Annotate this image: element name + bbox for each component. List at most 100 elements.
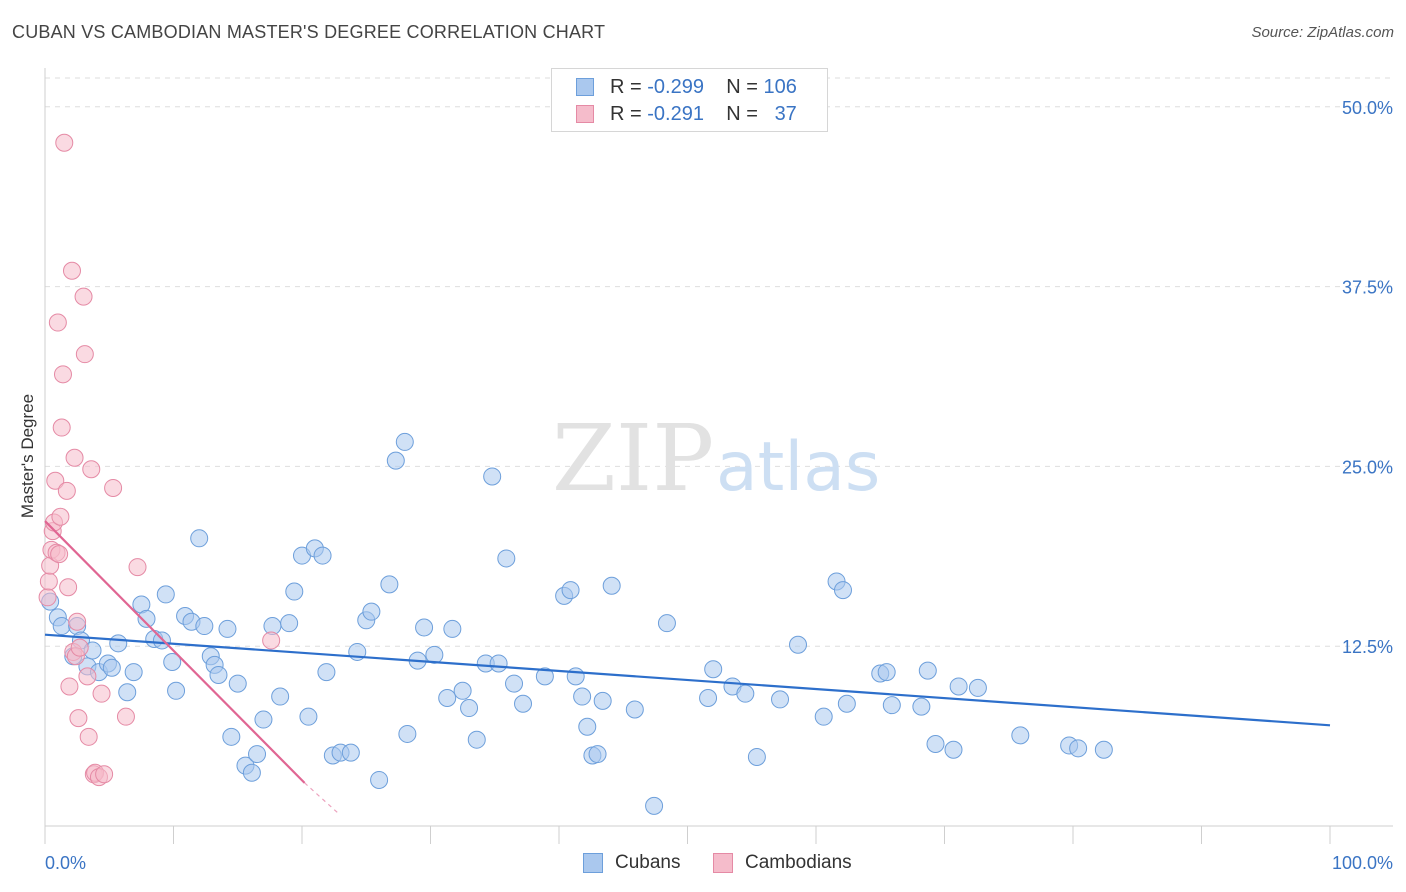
data-point (313, 546, 332, 565)
data-point (1094, 740, 1113, 759)
data-point (190, 529, 209, 548)
data-point (657, 614, 676, 633)
data-point (254, 710, 273, 729)
y-axis-label: Master's Degree (18, 394, 37, 518)
data-point (60, 677, 79, 696)
x-tick-label: 0.0% (45, 853, 86, 873)
data-point (918, 661, 937, 680)
data-point (57, 481, 76, 500)
data-point (926, 735, 945, 754)
legend-label-cubans: Cubans (615, 852, 681, 873)
series-cubans (41, 432, 1113, 815)
data-point (50, 545, 69, 564)
data-point (218, 619, 237, 638)
data-point (102, 658, 121, 677)
trend-line (44, 633, 1331, 727)
data-point (362, 602, 381, 621)
data-point (39, 572, 58, 591)
data-point (453, 681, 472, 700)
legend-r-label: R = (610, 76, 642, 98)
data-point (53, 365, 72, 384)
tick-labels: 12.5% 25.0% 37.5% 50.0% 0.0% 100.0% (45, 98, 1393, 873)
data-point (65, 448, 84, 467)
data-point (386, 451, 405, 470)
data-point (70, 638, 89, 657)
data-point (82, 460, 101, 479)
y-tick-label: 12.5% (1342, 637, 1393, 657)
chart-title: CUBAN VS CAMBODIAN MASTER'S DEGREE CORRE… (12, 22, 606, 42)
data-point (395, 432, 414, 451)
legend-n-value: 37 (774, 103, 797, 125)
data-point (118, 683, 137, 702)
data-point (489, 654, 508, 673)
data-point (222, 727, 241, 746)
legend-swatch-cubans (576, 78, 594, 96)
data-point (789, 635, 808, 654)
data-point (59, 578, 78, 597)
data-point (51, 507, 70, 526)
data-point (415, 618, 434, 637)
legend-n-value: 106 (763, 76, 797, 98)
data-point (912, 697, 931, 716)
data-point (882, 696, 901, 715)
y-tick-label: 25.0% (1342, 457, 1393, 477)
data-point (46, 471, 65, 490)
data-point (52, 418, 71, 437)
data-point (128, 558, 147, 577)
data-point (625, 700, 644, 719)
data-point (944, 740, 963, 759)
trend-line (44, 520, 306, 784)
data-point (163, 653, 182, 672)
data-point (425, 645, 444, 664)
data-point (380, 575, 399, 594)
data-point (109, 634, 128, 653)
data-point (280, 614, 299, 633)
data-point (514, 694, 533, 713)
data-point (195, 617, 214, 636)
data-point (55, 133, 74, 152)
legend-swatch-cambodians (576, 105, 594, 123)
data-point (75, 345, 94, 364)
legend-swatch-cubans (583, 853, 603, 873)
legend-r-label: R = (610, 103, 642, 125)
data-point (588, 745, 607, 764)
data-point (248, 745, 267, 764)
data-point (747, 747, 766, 766)
legend-label-cambodians: Cambodians (745, 852, 852, 873)
data-point (95, 765, 114, 784)
data-point (573, 687, 592, 706)
data-point (341, 743, 360, 762)
data-point (497, 549, 516, 568)
data-point (62, 261, 81, 280)
data-point (814, 707, 833, 726)
gridlines (45, 77, 1394, 647)
data-point (460, 699, 479, 718)
data-point (443, 619, 462, 638)
data-point (505, 674, 524, 693)
data-point (299, 707, 318, 726)
data-point (74, 287, 93, 306)
data-point (262, 631, 281, 650)
data-point (561, 581, 580, 600)
data-point (467, 730, 486, 749)
data-point (877, 663, 896, 682)
data-point (1069, 739, 1088, 758)
data-point (79, 727, 98, 746)
data-point (593, 691, 612, 710)
data-point (483, 467, 502, 486)
x-tick-label: 100.0% (1332, 853, 1393, 873)
data-point (68, 612, 87, 631)
data-point (137, 609, 156, 628)
data-point (242, 763, 261, 782)
data-point (566, 667, 585, 686)
data-point (317, 663, 336, 682)
data-point (92, 684, 111, 703)
data-point (285, 582, 304, 601)
watermark-atlas: atlas (716, 428, 880, 507)
data-point (48, 313, 67, 332)
chart-source: Source: ZipAtlas.com (1251, 24, 1394, 41)
data-point (968, 678, 987, 697)
data-point (833, 581, 852, 600)
data-point (645, 796, 664, 815)
